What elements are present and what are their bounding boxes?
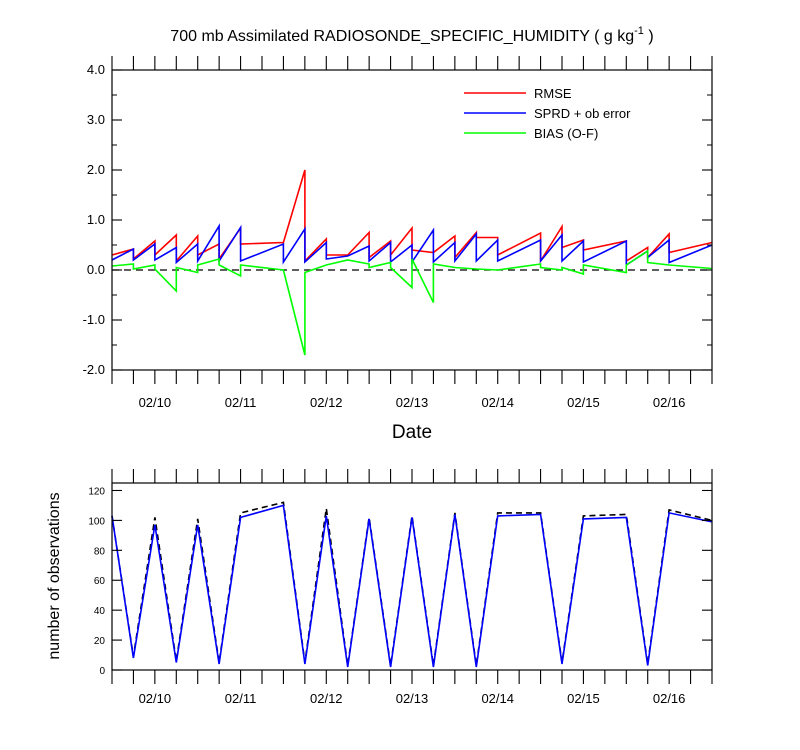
top-y-tick-label: 4.0: [87, 62, 105, 77]
top-y-axis: -2.0 -1.0 0.0 1.0 2.0 3.0 4.0: [83, 62, 712, 377]
top-x-tick-label: 02/16: [653, 395, 686, 410]
bot-y-tick-label: 100: [88, 516, 105, 527]
bot-x-tick-label: 02/16: [653, 691, 686, 706]
legend: RMSE SPRD + ob error BIAS (O-F): [464, 86, 631, 141]
top-title: 700 mb Assimilated RADIOSONDE_SPECIFIC_H…: [170, 25, 653, 45]
top-y-tick-label: 2.0: [87, 162, 105, 177]
legend-label-rmse: RMSE: [534, 86, 572, 101]
bottom-x-axis: 02/10 02/11 02/12 02/13 02/14 02/15 02/16: [111, 469, 713, 706]
top-y-tick-label: -1.0: [83, 312, 105, 327]
top-panel: 700 mb Assimilated RADIOSONDE_SPECIFIC_H…: [83, 25, 713, 443]
top-x-tick-label: 02/10: [139, 395, 172, 410]
top-plot-frame: [111, 69, 713, 371]
bot-series-assimilated-observations: [111, 504, 713, 668]
bot-series-possible-observations: [111, 501, 713, 666]
bot-x-tick-label: 02/11: [225, 691, 257, 706]
bot-x-tick-label: 02/12: [310, 691, 343, 706]
top-y-tick-label: 1.0: [87, 212, 105, 227]
top-x-tick-label: 02/15: [567, 395, 600, 410]
bot-x-tick-label: 02/10: [139, 691, 172, 706]
bot-x-tick-label: 02/13: [396, 691, 429, 706]
top-series-layer: [111, 169, 713, 356]
top-x-tick-label: 02/14: [481, 395, 514, 410]
top-y-tick-label: 3.0: [87, 112, 105, 127]
top-x-tick-label: 02/11: [225, 395, 257, 410]
top-x-tick-label: 02/12: [310, 395, 343, 410]
legend-label-bias: BIAS (O-F): [534, 126, 598, 141]
top-series-bias-o-f: [111, 249, 713, 356]
legend-label-sprd: SPRD + ob error: [534, 106, 631, 121]
top-x-axis: 02/10 02/11 02/12 02/13 02/14 02/15 02/16: [111, 56, 713, 410]
bot-y-tick-label: 20: [94, 636, 106, 647]
bottom-y-axis: 0 20 40 60 80 100 120: [88, 486, 712, 677]
bot-y-tick-label: 0: [99, 666, 105, 677]
top-y-tick-label: -2.0: [83, 362, 105, 377]
bot-x-tick-label: 02/14: [481, 691, 514, 706]
bot-x-tick-label: 02/15: [567, 691, 600, 706]
top-x-tick-label: 02/13: [396, 395, 429, 410]
bot-y-tick-label: 40: [94, 606, 106, 617]
top-x-axis-title: Date: [392, 422, 432, 443]
bot-y-tick-label: 120: [88, 486, 105, 497]
bottom-plot-frame: [111, 482, 713, 671]
top-y-tick-label: 0.0: [87, 262, 105, 277]
bottom-y-axis-title: number of observations: [46, 492, 63, 659]
bottom-series-layer: [111, 501, 713, 668]
bot-y-tick-label: 80: [94, 546, 106, 557]
bot-y-tick-label: 60: [94, 576, 106, 587]
